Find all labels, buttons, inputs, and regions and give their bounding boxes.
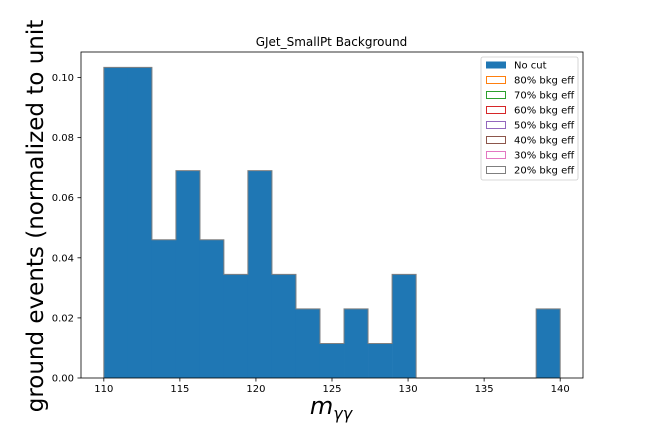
x-tick-label: 130 — [399, 384, 418, 395]
histogram-bar — [344, 308, 369, 378]
legend-item: 50% bkg eff — [486, 121, 575, 132]
legend-swatch — [486, 76, 506, 84]
histogram-bar — [247, 170, 273, 378]
legend-item: No cut — [486, 61, 547, 72]
histogram-bar — [175, 170, 201, 378]
legend-label: 40% bkg eff — [514, 136, 575, 147]
x-axis-label: mγγ — [310, 392, 354, 423]
histogram-bar — [295, 308, 321, 378]
histogram-bar — [151, 239, 177, 378]
histogram-bar — [127, 67, 153, 378]
legend-item: 40% bkg eff — [486, 136, 575, 147]
histogram-bar — [271, 274, 297, 378]
y-tick-label: 0.06 — [52, 193, 74, 204]
histogram-bar — [392, 274, 417, 378]
legend-item: 80% bkg eff — [486, 76, 575, 87]
y-tick-label: 0.04 — [52, 253, 74, 264]
legend-swatch — [486, 136, 506, 144]
chart-title: GJet_SmallPt Background — [256, 35, 408, 49]
bars-layer — [103, 66, 561, 379]
legend-item: 30% bkg eff — [486, 151, 575, 162]
histogram-bar — [199, 239, 225, 378]
legend-label: 60% bkg eff — [514, 106, 575, 117]
y-axis-label: ground events (normalized to unit — [23, 20, 49, 413]
legend-swatch — [486, 121, 506, 129]
x-tick-label: 115 — [170, 384, 189, 395]
histogram-bar — [319, 343, 345, 378]
legend-label: 50% bkg eff — [514, 121, 575, 132]
y-tick-label: 0.08 — [52, 133, 74, 144]
y-tick-label: 0.10 — [52, 73, 74, 84]
legend-item: 60% bkg eff — [486, 106, 575, 117]
legend-item: 70% bkg eff — [486, 91, 575, 102]
legend-label: 20% bkg eff — [514, 166, 575, 177]
legend-label: 30% bkg eff — [514, 151, 575, 162]
x-tick-label: 135 — [475, 384, 494, 395]
x-tick-label: 140 — [551, 384, 570, 395]
x-tick-label: 120 — [246, 384, 265, 395]
histogram-bar — [103, 67, 129, 378]
legend-swatch — [486, 166, 506, 174]
legend-frame — [480, 56, 579, 181]
x-tick-label: 125 — [322, 384, 341, 395]
legend-label: No cut — [514, 61, 547, 72]
legend-swatch — [486, 61, 506, 69]
histogram-bar — [368, 343, 393, 378]
y-tick-label: 0.00 — [52, 374, 74, 385]
legend-swatch — [486, 91, 506, 99]
x-tick-label: 110 — [94, 384, 113, 395]
histogram-bar — [223, 274, 249, 378]
legend: No cut 80% bkg eff 70% bkg eff 60% bkg eff 5… — [480, 56, 579, 181]
legend-swatch — [486, 151, 506, 159]
legend-item: 20% bkg eff — [486, 166, 575, 177]
legend-label: 70% bkg eff — [514, 91, 575, 102]
y-tick-label: 0.02 — [52, 313, 74, 324]
histogram-bar — [536, 308, 561, 378]
legend-label: 80% bkg eff — [514, 76, 575, 87]
legend-swatch — [486, 106, 506, 114]
x-axis-label-main: m — [310, 392, 333, 420]
x-axis: 110 115 120 125 130 135 140 — [94, 378, 570, 395]
x-axis-label-subscript: γγ — [333, 404, 353, 423]
y-axis: 0.00 0.02 0.04 0.06 0.08 0.10 — [52, 73, 81, 385]
